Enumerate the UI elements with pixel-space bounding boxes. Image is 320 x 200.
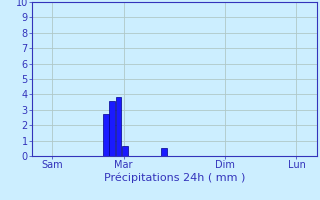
Bar	[103, 114, 109, 156]
Bar	[161, 148, 167, 156]
Bar	[116, 97, 121, 156]
Bar	[109, 101, 115, 156]
Bar	[122, 146, 128, 156]
X-axis label: Précipitations 24h ( mm ): Précipitations 24h ( mm )	[104, 173, 245, 183]
